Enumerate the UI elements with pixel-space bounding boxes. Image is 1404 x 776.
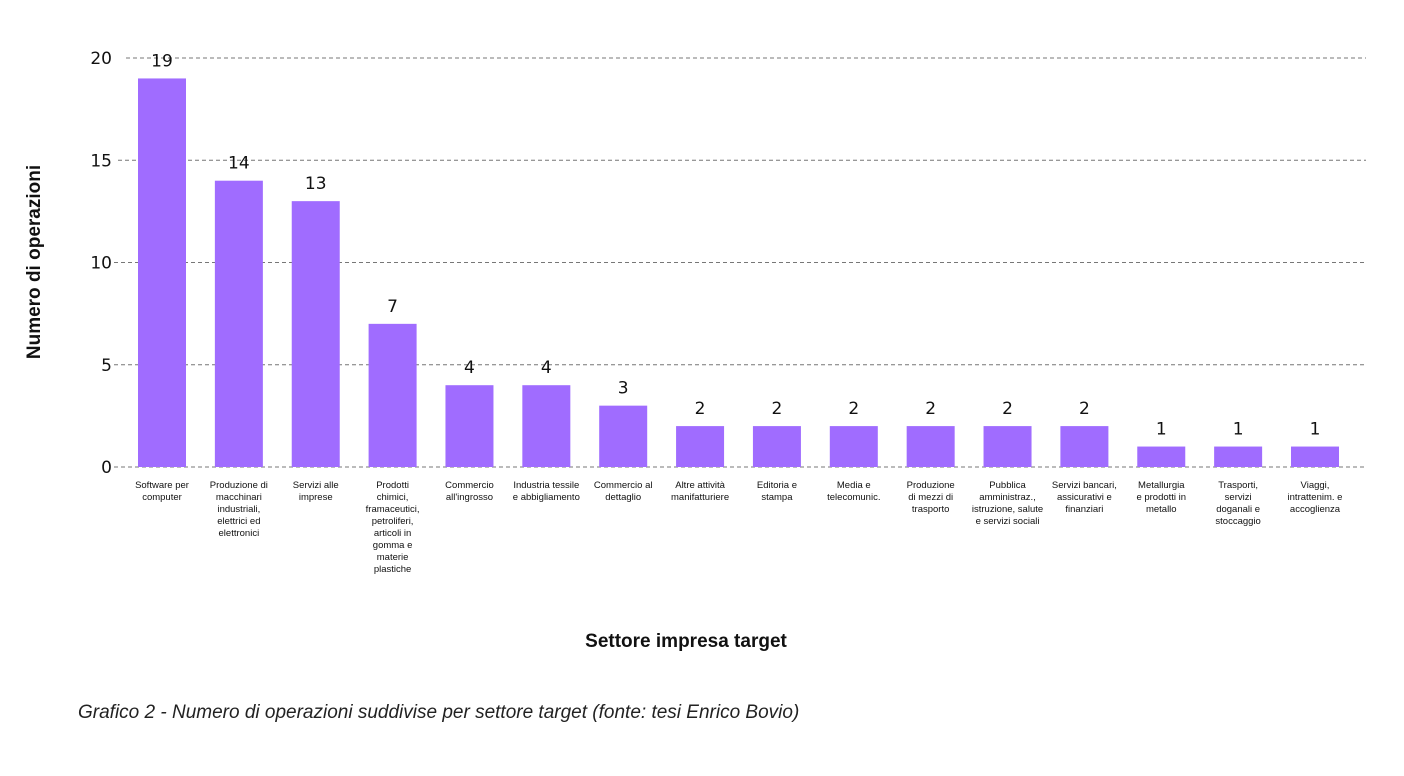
x-tick-label: Trasporti, servizi doganali e stoccaggio [1215, 480, 1260, 527]
y-axis-ticks: 0 5 10 15 20 [90, 49, 112, 478]
x-tick-label: Commercio al dettaglio [594, 480, 653, 503]
x-tick-label: Prodotti chimici, framaceutici, petroliferi… [366, 480, 420, 575]
x-tick-label: Pubblica amministraz., istruzione, salute e… [972, 480, 1043, 527]
y-tick-label: 5 [101, 356, 112, 376]
value-label: 1 [1310, 420, 1321, 440]
value-label: 1 [1156, 420, 1167, 440]
x-tick-label: Servizi alle imprese [293, 480, 339, 503]
x-axis-labels: Software per computer Produzione di macchin… [135, 480, 1342, 575]
x-tick-label: Produzione di mezzi di trasporto [907, 480, 955, 515]
bar [829, 426, 878, 467]
value-label: 4 [541, 358, 552, 378]
bar [368, 323, 417, 467]
value-label: 7 [387, 297, 398, 317]
value-label: 4 [464, 358, 475, 378]
bar [676, 426, 725, 467]
x-tick-label: Metallurgia e prodotti in metallo [1136, 480, 1186, 515]
value-label: 2 [925, 399, 936, 419]
value-label: 14 [228, 154, 250, 174]
x-tick-label: Commercio all'ingrosso [445, 480, 494, 503]
x-tick-label: Altre attività manifatturiere [671, 480, 729, 503]
bars [138, 78, 1339, 467]
value-label: 2 [772, 399, 783, 419]
value-label: 2 [1079, 399, 1090, 419]
value-label: 2 [695, 399, 706, 419]
bar [1291, 446, 1339, 467]
y-tick-label: 0 [101, 458, 112, 478]
y-tick-label: 10 [90, 254, 112, 274]
bar [983, 426, 1032, 467]
bar [599, 405, 648, 467]
bar [1060, 426, 1109, 467]
x-tick-label: Media e telecomunic. [827, 480, 880, 503]
bar [214, 180, 263, 467]
bar [752, 426, 801, 467]
x-tick-label: Software per computer [135, 480, 189, 503]
bar [522, 385, 571, 467]
value-label: 13 [305, 174, 327, 194]
bar [138, 78, 186, 467]
x-tick-label: Viaggi, intrattenim. e accoglienza [1288, 480, 1343, 515]
value-labels: 19 14 13 7 4 4 3 2 2 2 2 2 2 1 1 1 [151, 51, 1320, 439]
bar [1214, 446, 1263, 467]
figure-caption: Grafico 2 - Numero di operazioni suddivi… [78, 702, 800, 723]
value-label: 3 [618, 379, 629, 399]
value-label: 1 [1233, 420, 1244, 440]
x-axis-title: Settore impresa target [585, 631, 787, 652]
value-label: 19 [151, 51, 173, 71]
value-label: 2 [1002, 399, 1013, 419]
bar [1137, 446, 1186, 467]
x-tick-label: Industria tessile e abbigliamento [513, 480, 580, 503]
bar-chart: 0 5 10 15 20 19 14 13 7 4 4 3 2 2 2 2 2 2 1 1 1 Software pe… [24, 49, 1366, 652]
y-tick-label: 20 [90, 49, 112, 69]
x-tick-label: Servizi bancari, assicurativi e finanziari [1052, 480, 1117, 515]
bar [445, 385, 494, 467]
y-axis-title: Numero di operazioni [24, 165, 45, 359]
bar [291, 201, 340, 467]
x-tick-label: Produzione di macchinari industriali, elett… [210, 480, 268, 539]
value-label: 2 [848, 399, 859, 419]
x-tick-label: Editoria e stampa [757, 480, 797, 503]
y-tick-label: 15 [90, 151, 112, 171]
bar [906, 426, 955, 467]
